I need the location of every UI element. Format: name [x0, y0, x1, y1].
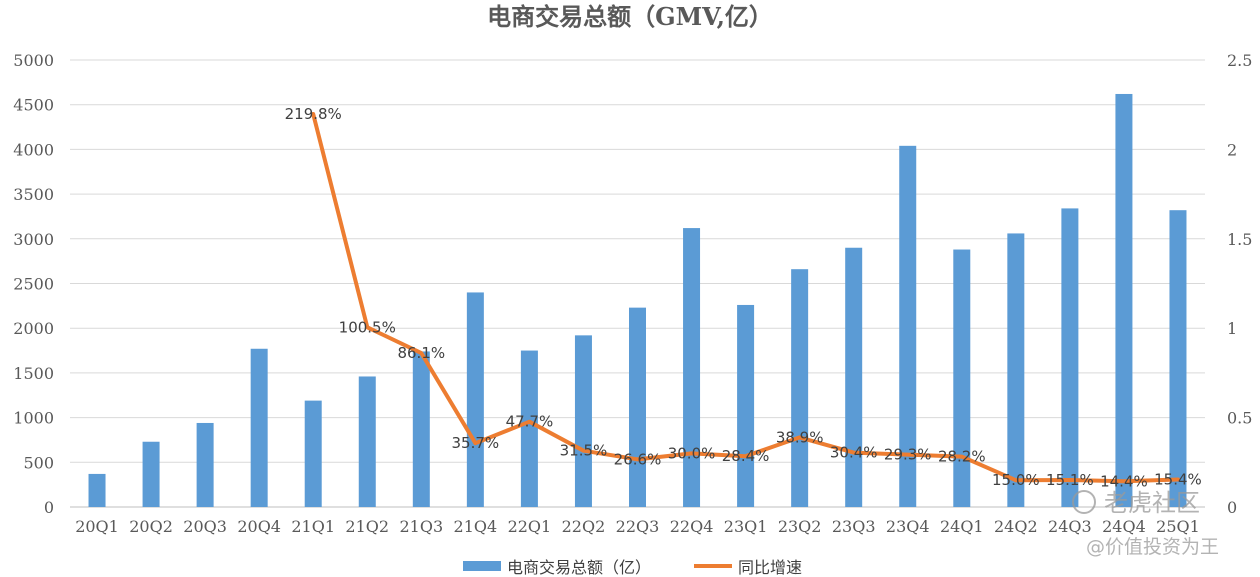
watermark: 老虎社区 @价值投资为王	[1072, 489, 1219, 558]
x-tick-label: 21Q1	[291, 517, 335, 536]
bar-21Q3	[412, 351, 430, 507]
bar-24Q1	[953, 249, 971, 507]
x-tick-label: 22Q3	[616, 517, 660, 536]
left-tick-label: 0	[44, 498, 54, 517]
bar-25Q1	[1169, 210, 1187, 507]
left-tick-label: 500	[23, 453, 54, 472]
bar-20Q4	[250, 348, 268, 507]
bar-24Q4	[1115, 93, 1133, 508]
x-tick-label: 23Q1	[724, 517, 768, 536]
growth-label-21Q3: 86.1%	[397, 344, 445, 362]
bar-23Q1	[737, 304, 755, 507]
x-tick-label: 21Q4	[454, 517, 498, 536]
tiger-logo-icon	[1072, 490, 1096, 514]
bar-24Q2	[1007, 233, 1025, 507]
growth-line	[311, 112, 1180, 484]
x-tick-label: 20Q2	[129, 517, 173, 536]
right-tick-label: 2.5	[1227, 51, 1252, 70]
right-axis-ticks: 0 0.5 1 1.5 2 2.5	[1227, 51, 1252, 517]
x-tick-label: 22Q4	[670, 517, 714, 536]
legend-swatch-bar	[463, 561, 501, 571]
bar-21Q1	[304, 400, 322, 507]
x-tick-label: 24Q4	[1102, 517, 1146, 536]
growth-label-22Q2: 31.5%	[560, 442, 608, 460]
growth-label-22Q3: 26.6%	[614, 450, 662, 468]
x-tick-label: 25Q1	[1156, 517, 1200, 536]
x-tick-label: 20Q3	[183, 517, 227, 536]
x-tick-label: 24Q1	[940, 517, 984, 536]
bar-20Q3	[196, 422, 214, 507]
bar-22Q3	[629, 307, 646, 507]
left-tick-label: 4500	[13, 96, 54, 115]
bar-21Q2	[358, 376, 376, 507]
bar-22Q2	[574, 335, 592, 507]
growth-label-21Q2: 100.5%	[339, 318, 396, 336]
growth-label-24Q2: 15.0%	[992, 471, 1040, 489]
right-tick-label: 0	[1227, 498, 1237, 517]
legend: 电商交易总额（亿） 同比增速	[463, 558, 802, 577]
left-tick-label: 2000	[13, 319, 54, 338]
growth-label-24Q4: 14.4%	[1100, 472, 1148, 490]
watermark-handle: @价值投资为王	[1086, 536, 1219, 558]
legend-label-bar: 电商交易总额（亿）	[507, 558, 651, 577]
growth-label-22Q1: 47.7%	[506, 413, 554, 431]
x-tick-label: 22Q1	[508, 517, 552, 536]
x-tick-label: 23Q4	[886, 517, 930, 536]
left-tick-label: 1000	[13, 409, 54, 428]
bar-series	[88, 93, 1187, 508]
left-tick-label: 4000	[13, 140, 54, 159]
left-axis-ticks: 0 500 1000 1500 2000 2500 3000 3500 4000 4500 5000	[13, 51, 54, 517]
growth-label-23Q1: 28.4%	[722, 447, 770, 465]
x-axis-ticks: 20Q1 20Q2 20Q3 20Q4 21Q1 21Q2 21Q3 21Q4 22Q1 22Q2…	[75, 517, 1200, 536]
growth-label-23Q2: 38.9%	[776, 428, 824, 446]
left-tick-label: 3500	[13, 185, 54, 204]
bar-22Q1	[520, 350, 538, 507]
bar-21Q4	[466, 292, 484, 507]
bar-20Q2	[142, 441, 160, 507]
growth-label-23Q4: 29.3%	[884, 446, 932, 464]
watermark-brand: 老虎社区	[1104, 489, 1200, 517]
chart-title: 电商交易总额（GMV,亿）	[487, 2, 773, 31]
line-data-labels: 219.8% 100.5%86.1% 35.7% 47.7% 31.5% 26.6% 30.…	[285, 105, 1202, 490]
growth-label-24Q1: 28.2%	[938, 448, 986, 466]
x-tick-label: 20Q1	[75, 517, 119, 536]
bar-24Q3	[1061, 208, 1079, 508]
left-tick-label: 5000	[13, 51, 54, 70]
left-tick-label: 2500	[13, 275, 54, 294]
right-tick-label: 1	[1227, 319, 1237, 338]
x-tick-label: 23Q2	[778, 517, 822, 536]
bar-23Q3	[845, 247, 863, 508]
right-tick-label: 1.5	[1227, 230, 1252, 249]
x-tick-label: 23Q3	[832, 517, 876, 536]
line-series	[311, 112, 1180, 484]
left-tick-label: 1500	[13, 364, 54, 383]
growth-label-25Q1: 15.4%	[1154, 470, 1202, 488]
bar-22Q4	[683, 228, 701, 507]
growth-label-22Q4: 30.0%	[668, 444, 716, 462]
left-tick-label: 3000	[13, 230, 54, 249]
x-tick-label: 21Q2	[345, 517, 389, 536]
bar-23Q2	[791, 269, 809, 507]
growth-label-21Q4: 35.7%	[452, 434, 500, 452]
legend-label-line: 同比增速	[738, 558, 802, 577]
x-tick-label: 20Q4	[237, 517, 281, 536]
x-tick-label: 24Q2	[994, 517, 1038, 536]
growth-label-24Q3: 15.1%	[1046, 471, 1094, 489]
x-tick-label: 24Q3	[1048, 517, 1092, 536]
x-tick-label: 21Q3	[399, 517, 443, 536]
growth-label-21Q1: 219.8%	[285, 105, 342, 123]
x-tick-label: 22Q2	[562, 517, 606, 536]
growth-label-23Q3: 30.4%	[830, 444, 878, 462]
bar-23Q4	[899, 145, 917, 507]
bar-20Q1	[88, 473, 106, 507]
right-tick-label: 2	[1227, 140, 1237, 159]
right-tick-label: 0.5	[1227, 409, 1252, 428]
